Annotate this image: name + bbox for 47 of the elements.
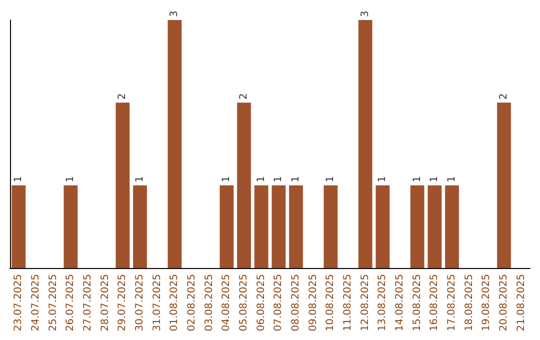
data-label: 1 [256, 176, 267, 182]
data-label: 1 [134, 176, 146, 182]
data-label: 1 [325, 176, 336, 182]
x-tick-label: 06.08.2025 [256, 274, 267, 332]
x-tick-label: 09.08.2025 [308, 274, 319, 332]
x-tick-label: 13.08.2025 [377, 274, 388, 332]
x-tick-label: 08.08.2025 [290, 274, 302, 332]
x-tick-label: 15.08.2025 [412, 274, 423, 332]
x-tick-label: 01.08.2025 [169, 274, 180, 332]
x-tick-label: 02.08.2025 [186, 274, 198, 332]
x-tick-label: 30.07.2025 [134, 274, 146, 332]
data-label: 1 [377, 176, 388, 182]
x-tick-label: 05.08.2025 [238, 274, 250, 332]
x-tick-label: 14.08.2025 [394, 274, 406, 332]
x-tick-label: 16.08.2025 [429, 274, 440, 332]
data-label: 3 [169, 10, 180, 17]
x-tick-label: 03.08.2025 [204, 274, 215, 332]
x-tick-label: 20.08.2025 [498, 274, 510, 332]
data-label: 2 [117, 93, 128, 100]
x-tick-label: 17.08.2025 [446, 274, 458, 332]
data-label: 1 [446, 176, 458, 182]
x-tick-label: 26.07.2025 [65, 274, 76, 332]
x-tick-label: 12.08.2025 [360, 274, 371, 332]
data-label: 1 [290, 176, 302, 182]
data-label: 1 [273, 176, 284, 182]
x-tick-label: 19.08.2025 [481, 274, 492, 332]
data-label: 1 [13, 176, 24, 182]
x-tick-label: 10.08.2025 [325, 274, 336, 332]
x-tick-label: 31.07.2025 [152, 274, 163, 332]
x-tick-label: 18.08.2025 [464, 274, 475, 332]
data-label: 1 [65, 176, 76, 182]
data-label: 2 [238, 93, 250, 100]
x-tick-label: 21.08.2025 [516, 274, 527, 332]
x-tick-label: 27.07.2025 [82, 274, 94, 332]
x-tick-label: 28.07.2025 [100, 274, 111, 332]
x-tick-label: 11.08.2025 [342, 274, 354, 332]
data-label: 1 [429, 176, 440, 182]
x-tick-label: 24.07.2025 [30, 274, 42, 332]
x-tick-label: 04.08.2025 [221, 274, 232, 332]
x-tick-label: 07.08.2025 [273, 274, 284, 332]
data-label: 1 [221, 176, 232, 182]
x-tick-label: 29.07.2025 [117, 274, 128, 332]
data-label: 2 [498, 93, 510, 100]
x-tick-label: 23.07.2025 [13, 274, 24, 332]
x-tick-label: 25.07.2025 [48, 274, 59, 332]
data-label: 1 [412, 176, 423, 182]
data-label: 3 [360, 10, 371, 17]
